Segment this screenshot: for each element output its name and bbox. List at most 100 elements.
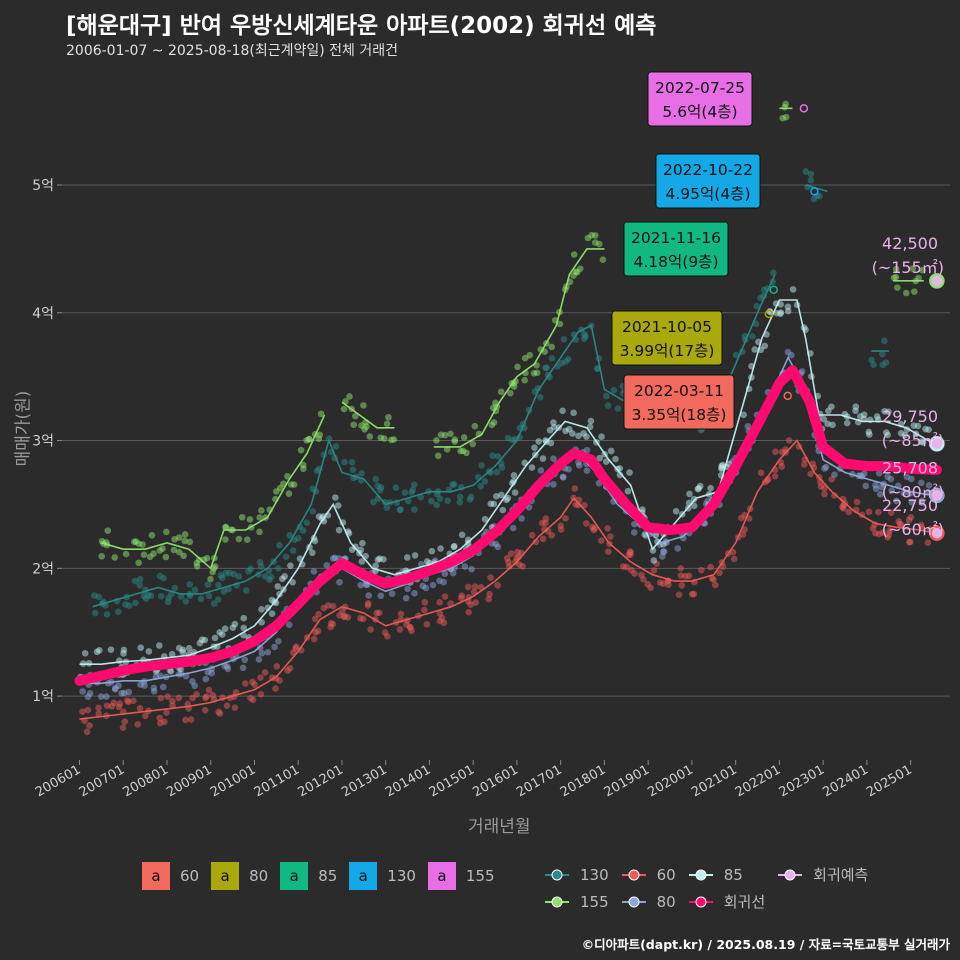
transaction-dot — [550, 423, 558, 431]
transaction-dot — [603, 392, 610, 400]
transaction-dot — [258, 507, 265, 514]
transaction-dot — [180, 552, 187, 560]
transaction-dot — [148, 531, 156, 539]
annotation-date: 2022-10-22 — [663, 161, 753, 179]
transaction-dot — [575, 432, 582, 440]
transaction-dot — [276, 542, 283, 549]
transaction-dot — [405, 497, 412, 505]
legend-line-icon — [545, 896, 569, 907]
transaction-dot — [789, 286, 797, 293]
transaction-dot — [570, 409, 577, 417]
transaction-dot — [125, 698, 132, 706]
x-tick-label: 201101 — [252, 762, 302, 800]
forecast-size-label: (~155㎡) — [872, 258, 944, 277]
transaction-dot — [164, 693, 171, 700]
transaction-dot — [902, 289, 910, 297]
transaction-dot — [516, 561, 523, 569]
transaction-dot — [890, 274, 898, 282]
transaction-dot — [202, 675, 210, 683]
transaction-dot — [918, 479, 925, 487]
transaction-dot — [465, 583, 472, 591]
transaction-dot — [397, 610, 405, 618]
transaction-dot — [433, 501, 440, 509]
transaction-dot — [285, 490, 293, 497]
transaction-dot — [778, 463, 786, 470]
transaction-dot — [256, 514, 263, 521]
transaction-dot — [193, 691, 200, 698]
transaction-dot — [318, 515, 326, 522]
transaction-dot — [839, 503, 846, 511]
transaction-dot — [488, 421, 496, 429]
transaction-dot — [357, 581, 365, 589]
transaction-dot — [865, 508, 873, 516]
transaction-dot — [231, 704, 239, 712]
annotation-box — [647, 71, 753, 127]
x-tick-label: 201801 — [558, 762, 608, 800]
transaction-dot — [364, 600, 372, 607]
transaction-dot — [185, 644, 193, 652]
transaction-dot — [707, 484, 714, 492]
transaction-dot — [533, 369, 541, 377]
transaction-dot — [498, 464, 506, 471]
transaction-dot — [548, 343, 556, 351]
transaction-dot — [884, 533, 891, 541]
transaction-dot — [160, 574, 167, 582]
forecast-price-label: 29,750 — [882, 407, 938, 426]
transaction-dot — [207, 575, 214, 583]
transaction-dot — [919, 266, 926, 274]
transaction-dot — [594, 365, 601, 373]
transaction-dot — [136, 581, 144, 589]
transaction-dot — [125, 602, 133, 609]
transaction-dot — [388, 590, 396, 597]
transaction-dot — [229, 624, 237, 631]
transaction-dot — [222, 523, 229, 531]
transaction-dot — [872, 481, 879, 489]
legend-line-dot — [695, 896, 707, 907]
legend-line-item: 회귀예측 — [777, 864, 868, 885]
transaction-dot — [604, 524, 611, 532]
transaction-dot — [550, 481, 557, 488]
transaction-dot — [197, 595, 205, 603]
transaction-dot — [730, 555, 738, 563]
transaction-dot — [757, 469, 765, 477]
transaction-dot — [372, 562, 379, 569]
transaction-dot — [306, 436, 313, 443]
transaction-dot — [140, 592, 148, 600]
x-tick-label: 202301 — [777, 762, 827, 800]
forecast-price-label: 25,708 — [882, 458, 938, 477]
transaction-dot — [216, 710, 224, 717]
transaction-dot — [320, 604, 328, 612]
transaction-dot — [447, 600, 454, 607]
transaction-dot — [358, 558, 366, 565]
transaction-dot — [329, 620, 337, 628]
transaction-dot — [436, 617, 444, 625]
transaction-dot — [256, 644, 264, 652]
transaction-dot — [132, 538, 140, 545]
transaction-dot — [604, 402, 612, 409]
transaction-dot — [573, 268, 581, 276]
transaction-dot — [376, 486, 384, 494]
y-tick-label: 1억 — [32, 689, 54, 705]
transaction-dot — [607, 447, 615, 455]
transaction-dot — [580, 430, 587, 437]
transaction-dot — [510, 477, 517, 485]
legend-line-icon — [688, 896, 713, 907]
transaction-dot — [548, 354, 556, 362]
transaction-dot — [531, 444, 538, 451]
transaction-dot — [335, 526, 343, 534]
transaction-dot — [678, 582, 686, 589]
transaction-dot — [493, 468, 501, 476]
transaction-dot — [437, 545, 444, 552]
transaction-dot — [450, 542, 458, 550]
transaction-dot — [175, 548, 183, 556]
transaction-dot — [777, 309, 785, 316]
transaction-dot — [204, 581, 212, 588]
transaction-dot — [885, 408, 892, 416]
transaction-dot — [104, 527, 112, 534]
transaction-dot — [564, 355, 572, 363]
legend-line-label: 155 — [580, 892, 609, 911]
transaction-dot — [428, 547, 436, 555]
forecast-point — [929, 525, 945, 541]
transaction-dot — [690, 495, 698, 503]
regression-line — [74, 365, 942, 686]
